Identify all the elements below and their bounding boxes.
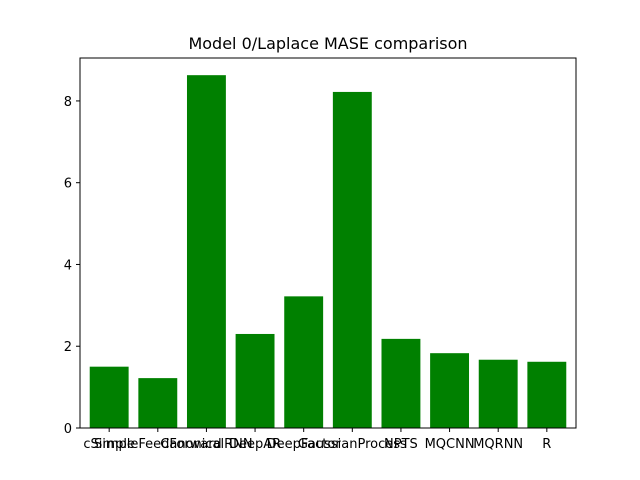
x-axis: cSimpleSimpleFeedForwardCanonicalRNNDeep… (83, 428, 551, 452)
bar-series (89, 75, 567, 429)
chart-title: Model 0/Laplace MASE comparison (188, 34, 467, 53)
y-tick-label-2: 4 (64, 258, 72, 273)
x-tick-label-7: MQCNN (425, 437, 475, 452)
bar-0 (89, 366, 129, 428)
bar-6 (381, 338, 421, 428)
x-tick-label-1: SimpleFeedForward (94, 437, 222, 452)
bar-3 (235, 333, 275, 428)
bar-1 (138, 378, 178, 428)
axes-frame (79, 57, 577, 429)
x-tick-label-2: CanonicalRNN (160, 437, 252, 452)
y-tick-label-1: 2 (64, 340, 72, 355)
x-tick-label-9: R (542, 437, 551, 452)
x-tick-label-6: NPTS (384, 437, 418, 452)
y-tick-label-0: 0 (64, 422, 72, 437)
bar-5 (332, 91, 372, 428)
bar-2 (186, 75, 226, 429)
bar-7 (430, 353, 470, 428)
bar-8 (478, 359, 518, 428)
x-tick-label-3: DeepAR (229, 437, 281, 452)
bar-4 (284, 296, 324, 428)
x-tick-label-4: DeepFactor (267, 437, 342, 452)
x-tick-label-0: cSimple (83, 437, 135, 452)
y-axis: 0 2 4 6 8 (64, 95, 80, 437)
bar-9 (527, 361, 567, 428)
y-tick-label-4: 8 (64, 95, 72, 110)
x-tick-label-5: GaussianProcess (298, 437, 407, 452)
x-tick-label-8: MQRNN (473, 437, 523, 452)
y-tick-label-3: 6 (64, 177, 72, 192)
